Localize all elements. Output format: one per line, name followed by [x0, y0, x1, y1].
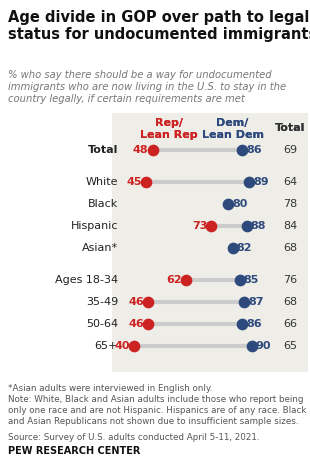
Text: 76: 76 [283, 275, 297, 285]
Text: 89: 89 [253, 177, 269, 187]
Text: 78: 78 [283, 199, 297, 209]
Point [143, 178, 148, 186]
Text: 82: 82 [237, 243, 252, 253]
Point [225, 200, 230, 208]
Text: 46: 46 [128, 297, 144, 307]
Text: Rep/
Lean Rep: Rep/ Lean Rep [140, 118, 198, 140]
Text: Total: Total [88, 145, 118, 155]
Text: PEW RESEARCH CENTER: PEW RESEARCH CENTER [8, 446, 140, 456]
Text: 73: 73 [192, 221, 207, 231]
Point [150, 146, 155, 154]
Text: White: White [86, 177, 118, 187]
Point [131, 342, 136, 350]
Text: Hispanic: Hispanic [70, 221, 118, 231]
Point [249, 342, 254, 350]
Point [244, 222, 249, 230]
Text: 90: 90 [255, 341, 271, 351]
Text: 88: 88 [251, 221, 266, 231]
FancyBboxPatch shape [272, 113, 308, 372]
Text: 65: 65 [283, 341, 297, 351]
Point [240, 320, 245, 328]
Text: Dem/
Lean Dem: Dem/ Lean Dem [202, 118, 264, 140]
Point [230, 244, 235, 252]
Text: Dem/
Lean Dem: Dem/ Lean Dem [202, 118, 264, 140]
Text: Age divide in GOP over path to legal
status for undocumented immigrants: Age divide in GOP over path to legal sta… [8, 10, 310, 42]
Text: Rep/
Lean Rep: Rep/ Lean Rep [140, 118, 198, 140]
Text: Black: Black [88, 199, 118, 209]
Text: *Asian adults were interviewed in English only.: *Asian adults were interviewed in Englis… [8, 384, 212, 393]
Text: 69: 69 [283, 145, 297, 155]
Point [145, 320, 150, 328]
Text: 35-49: 35-49 [86, 297, 118, 307]
Text: 48: 48 [133, 145, 148, 155]
Text: Total: Total [275, 123, 305, 133]
Text: 68: 68 [283, 297, 297, 307]
Text: 62: 62 [166, 275, 182, 285]
Text: 65+: 65+ [95, 341, 118, 351]
Point [240, 146, 245, 154]
Text: 80: 80 [232, 199, 247, 209]
Text: Note: White, Black and Asian adults include those who report being
only one race: Note: White, Black and Asian adults incl… [8, 395, 306, 426]
Text: Source: Survey of U.S. adults conducted April 5-11, 2021.: Source: Survey of U.S. adults conducted … [8, 433, 259, 442]
Text: 68: 68 [283, 243, 297, 253]
Point [237, 276, 242, 284]
Text: 64: 64 [283, 177, 297, 187]
Text: 66: 66 [283, 319, 297, 329]
Text: 86: 86 [246, 319, 262, 329]
Text: Ages 18-34: Ages 18-34 [55, 275, 118, 285]
Point [242, 298, 247, 306]
Text: % who say there should be a way for undocumented
immigrants who are now living i: % who say there should be a way for undo… [8, 70, 286, 104]
Text: 40: 40 [114, 341, 130, 351]
Text: 87: 87 [248, 297, 264, 307]
Text: Asian*: Asian* [82, 243, 118, 253]
Text: 50-64: 50-64 [86, 319, 118, 329]
Text: Total: Total [275, 123, 305, 133]
Text: 45: 45 [126, 177, 142, 187]
Point [145, 298, 150, 306]
Text: 46: 46 [128, 319, 144, 329]
Text: 86: 86 [246, 145, 262, 155]
Point [247, 178, 252, 186]
Point [209, 222, 214, 230]
Point [183, 276, 188, 284]
Text: 85: 85 [244, 275, 259, 285]
Text: 84: 84 [283, 221, 297, 231]
FancyBboxPatch shape [112, 113, 302, 372]
